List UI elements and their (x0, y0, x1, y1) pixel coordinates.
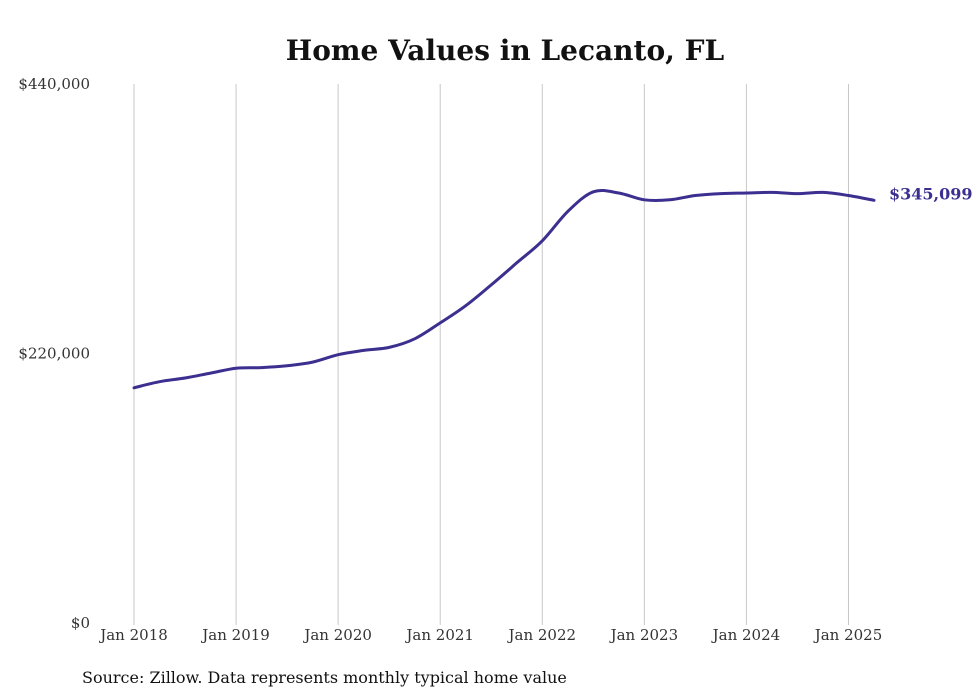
end-value-label: $345,099 (889, 184, 973, 203)
series-line-0 (132, 188, 876, 390)
x-tick-label: Jan 2021 (404, 626, 474, 644)
series-layer: $345,099 (132, 184, 973, 390)
x-tick-label: Jan 2022 (506, 626, 576, 644)
x-tick-label: Jan 2020 (302, 626, 372, 644)
y-tick-label: $220,000 (18, 345, 90, 363)
x-tick-label: Jan 2019 (200, 626, 270, 644)
grid-lines (133, 84, 849, 625)
x-tick-label: Jan 2024 (711, 626, 781, 644)
x-tick-label: Jan 2018 (98, 626, 168, 644)
source-note: Source: Zillow. Data represents monthly … (82, 668, 567, 687)
y-axis-ticks: $0 $220,000 $440,000 (18, 75, 90, 632)
x-tick-label: Jan 2025 (813, 626, 883, 644)
y-tick-label: $0 (71, 614, 90, 632)
x-tick-label: Jan 2023 (609, 626, 679, 644)
y-tick-label: $440,000 (18, 75, 90, 93)
x-axis-ticks: Jan 2018 Jan 2019 Jan 2020 Jan 2021 Jan 2022… (98, 626, 882, 644)
chart-title: Home Values in Lecanto, FL (286, 34, 725, 67)
